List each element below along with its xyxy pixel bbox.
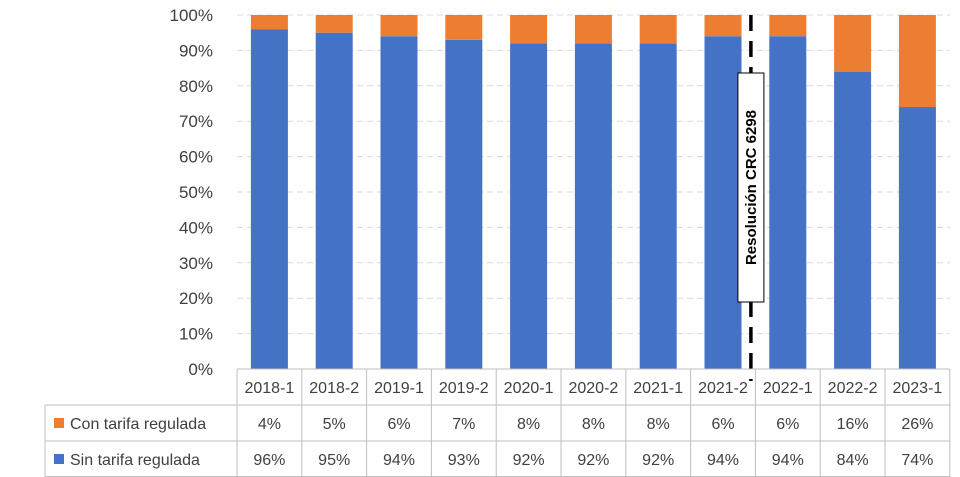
category-label: 2021-2 xyxy=(698,380,748,397)
annotation-box xyxy=(737,72,765,303)
y-axis: 0% 10% 20% 30% 40% 50% 60% 70% 80% 90% 100% xyxy=(170,6,213,379)
category-label: 2022-1 xyxy=(763,380,813,397)
data-label-con-tarifa: 8% xyxy=(647,416,670,433)
category-label: 2019-1 xyxy=(374,380,424,397)
data-label-sin-tarifa: 94% xyxy=(707,452,739,469)
bar-con-tarifa xyxy=(380,15,418,37)
y-tick-label: 40% xyxy=(179,218,213,237)
bar-con-tarifa xyxy=(510,15,548,44)
category-label: 2022-2 xyxy=(828,380,878,397)
data-label-sin-tarifa: 92% xyxy=(513,452,545,469)
data-label-con-tarifa: 6% xyxy=(776,416,799,433)
data-label-con-tarifa: 26% xyxy=(901,416,933,433)
data-label-con-tarifa: 4% xyxy=(258,416,281,433)
category-label: 2018-1 xyxy=(244,380,294,397)
y-tick-label: 20% xyxy=(179,289,213,308)
category-label: 2018-2 xyxy=(309,380,359,397)
annotation: Resolución CRC 6298 xyxy=(737,15,765,381)
bar-sin-tarifa xyxy=(574,43,612,369)
bar-sin-tarifa xyxy=(704,36,742,370)
bar-con-tarifa xyxy=(769,15,807,37)
data-table: 2018-1 2018-2 2019-1 2019-2 2020-1 2020-2 2021… xyxy=(44,368,951,477)
data-label-sin-tarifa: 84% xyxy=(837,452,869,469)
y-tick-label: 70% xyxy=(179,112,213,131)
data-label-con-tarifa: 16% xyxy=(837,416,869,433)
bar-sin-tarifa xyxy=(380,36,418,370)
data-label-con-tarifa: 5% xyxy=(323,416,346,433)
legend-label-con-tarifa: Con tarifa regulada xyxy=(70,416,206,433)
data-label-sin-tarifa: 94% xyxy=(383,452,415,469)
legend-swatch-sin-tarifa xyxy=(54,454,64,464)
legend-label-sin-tarifa: Sin tarifa regulada xyxy=(70,452,200,469)
data-label-sin-tarifa: 93% xyxy=(448,452,480,469)
category-label: 2019-2 xyxy=(439,380,489,397)
bar-con-tarifa xyxy=(898,15,936,108)
annotation-label: Resolución CRC 6298 xyxy=(743,110,760,265)
bar-con-tarifa xyxy=(704,15,742,37)
bars xyxy=(250,15,936,370)
bar-sin-tarifa xyxy=(898,107,936,369)
bar-sin-tarifa xyxy=(510,43,548,369)
y-tick-label: 80% xyxy=(179,77,213,96)
category-label: 2023-1 xyxy=(892,380,942,397)
category-label: 2020-1 xyxy=(504,380,554,397)
data-label-sin-tarifa: 92% xyxy=(577,452,609,469)
legend-swatch-con-tarifa xyxy=(54,418,64,428)
y-tick-label: 100% xyxy=(170,6,213,25)
y-tick-label: 50% xyxy=(179,183,213,202)
bar-con-tarifa xyxy=(315,15,353,33)
data-label-sin-tarifa: 74% xyxy=(901,452,933,469)
bar-con-tarifa xyxy=(445,15,483,40)
y-tick-label: 90% xyxy=(179,41,213,60)
data-label-sin-tarifa: 92% xyxy=(642,452,674,469)
bar-sin-tarifa xyxy=(834,71,872,369)
category-label: 2020-2 xyxy=(568,380,618,397)
data-label-con-tarifa: 6% xyxy=(387,416,410,433)
data-label-sin-tarifa: 95% xyxy=(318,452,350,469)
y-tick-label: 60% xyxy=(179,148,213,167)
bar-sin-tarifa xyxy=(639,43,677,369)
bar-sin-tarifa xyxy=(315,32,353,369)
bar-sin-tarifa xyxy=(445,39,483,369)
gridlines xyxy=(237,14,950,335)
data-label-con-tarifa: 7% xyxy=(452,416,475,433)
y-tick-label: 0% xyxy=(188,360,213,379)
data-label-con-tarifa: 6% xyxy=(711,416,734,433)
data-label-con-tarifa: 8% xyxy=(517,416,540,433)
bar-con-tarifa xyxy=(834,15,872,72)
bar-sin-tarifa xyxy=(769,36,807,370)
data-label-sin-tarifa: 94% xyxy=(772,452,804,469)
data-label-con-tarifa: 8% xyxy=(582,416,605,433)
data-label-sin-tarifa: 96% xyxy=(253,452,285,469)
category-label: 2021-1 xyxy=(633,380,683,397)
y-tick-label: 10% xyxy=(179,325,213,344)
bar-con-tarifa xyxy=(639,15,677,44)
bar-con-tarifa xyxy=(574,15,612,44)
bar-sin-tarifa xyxy=(250,29,288,369)
y-tick-label: 30% xyxy=(179,254,213,273)
bar-con-tarifa xyxy=(250,15,288,30)
